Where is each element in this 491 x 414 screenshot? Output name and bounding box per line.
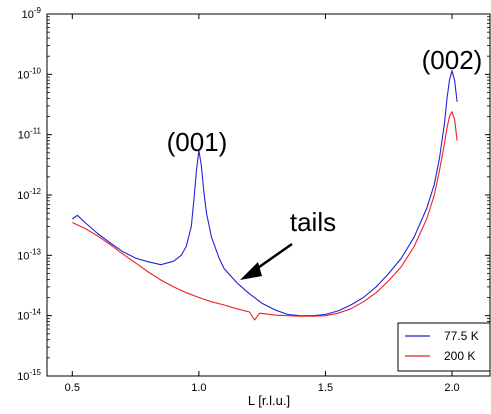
- legend-label-77-5k: 77.5 K: [444, 329, 479, 343]
- annotation-tails: tails: [290, 207, 336, 237]
- axis-ticks: 0.5 1.0 1.5 2.0 10-15 10-14 10-13 10-12 10-11 10-…: [17, 6, 490, 394]
- annotation-001: (001): [167, 127, 228, 157]
- y-tick-label-3: 10-12: [17, 187, 41, 202]
- tails-arrow-head: [240, 262, 262, 280]
- plot-area: [46, 13, 491, 377]
- legend-box: [397, 322, 491, 372]
- series-layer: [71, 70, 458, 321]
- y-tick-label-1: 10-14: [17, 308, 41, 323]
- series-line-0: [71, 70, 458, 317]
- legend: 77.5 K 200 K: [397, 322, 491, 372]
- series-line-1: [72, 111, 458, 321]
- x-tick-label-1: 1.0: [191, 382, 206, 394]
- y-tick-label-5: 10-10: [17, 66, 41, 81]
- y-tick-label-4: 10-11: [18, 127, 42, 142]
- x-axis-label: L [r.l.u.]: [248, 393, 290, 408]
- x-tick-label-0: 0.5: [65, 382, 80, 394]
- y-tick-label-6: 10-9: [22, 6, 42, 21]
- annotation-002: (002): [422, 45, 483, 75]
- legend-label-200k: 200 K: [444, 349, 475, 363]
- x-tick-label-2: 1.5: [318, 382, 333, 394]
- y-tick-label-0: 10-15: [17, 368, 41, 383]
- x-tick-label-3: 2.0: [444, 382, 459, 394]
- y-tick-label-2: 10-13: [17, 247, 41, 262]
